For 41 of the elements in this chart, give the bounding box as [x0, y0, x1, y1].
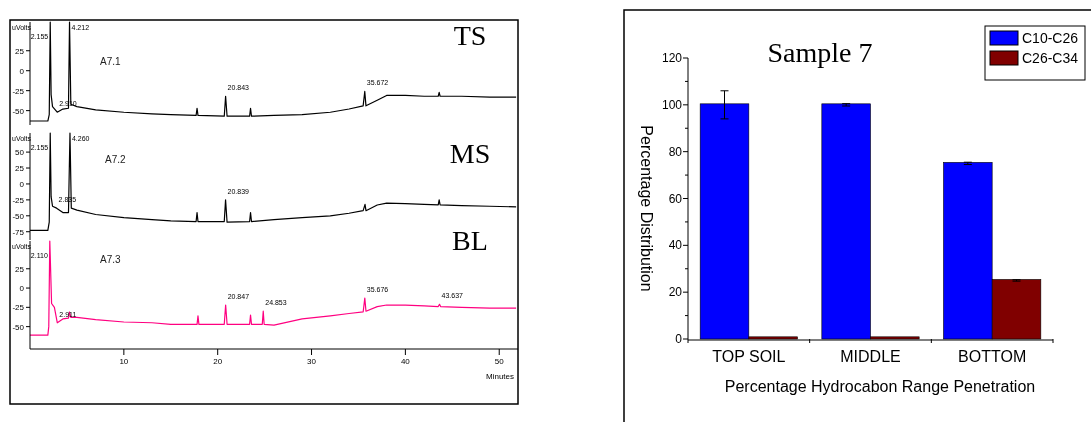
- annotation: MS: [449, 138, 491, 169]
- y-tick-label: -50: [12, 322, 25, 332]
- x-tick-label: MIDDLE: [840, 348, 901, 365]
- annotation: A7.2: [105, 154, 127, 165]
- y-tick-label: 80: [668, 144, 683, 159]
- y-tick-label: 60: [668, 191, 683, 206]
- y-axis-title: Percentage Distribution: [638, 125, 655, 292]
- y-tick-label: 25: [15, 264, 25, 274]
- y-tick-label: 0: [19, 179, 25, 189]
- y-tick-label: 0: [19, 66, 25, 76]
- x-axis-title: Minutes: [485, 372, 515, 381]
- y-tick-label: -25: [12, 303, 25, 313]
- y-tick-label: -50: [12, 106, 25, 116]
- legend-label: C26-C34: [1022, 50, 1079, 66]
- annotation: A7.1: [100, 56, 122, 67]
- y-tick-label: 100: [661, 97, 683, 112]
- x-axis-title: Percentage Hydrocabon Range Penetration: [724, 378, 1036, 395]
- y-tick-label: -50: [12, 211, 25, 221]
- y-tick-label: 25: [15, 46, 25, 56]
- y-tick-label: 40: [668, 238, 683, 253]
- x-tick-label: 50: [494, 357, 505, 366]
- y-tick-label: -75: [12, 227, 25, 237]
- y-tick-label: 20: [668, 285, 683, 300]
- y-tick-label: 50: [15, 148, 25, 158]
- annotation: A7.3: [100, 254, 122, 265]
- y-tick-label: 0: [675, 332, 683, 346]
- y-tick-label: 25: [15, 164, 25, 174]
- x-tick-label: TOP SOIL: [712, 348, 786, 365]
- x-tick-label: 20: [213, 357, 223, 366]
- annotation: TS: [453, 20, 487, 51]
- y-tick-label: 120: [661, 51, 683, 65]
- y-tick-label: -25: [12, 195, 25, 205]
- x-tick-label: 30: [307, 357, 317, 366]
- x-tick-label: BOTTOM: [958, 348, 1027, 365]
- y-tick-label: -25: [12, 86, 25, 96]
- legend-label: C10-C26: [1022, 30, 1079, 46]
- y-tick-label: 0: [19, 284, 25, 294]
- chart-title: Sample 7: [767, 37, 873, 68]
- annotation: BL: [452, 225, 488, 256]
- x-tick-label: 40: [400, 357, 411, 366]
- x-tick-label: 10: [119, 357, 129, 366]
